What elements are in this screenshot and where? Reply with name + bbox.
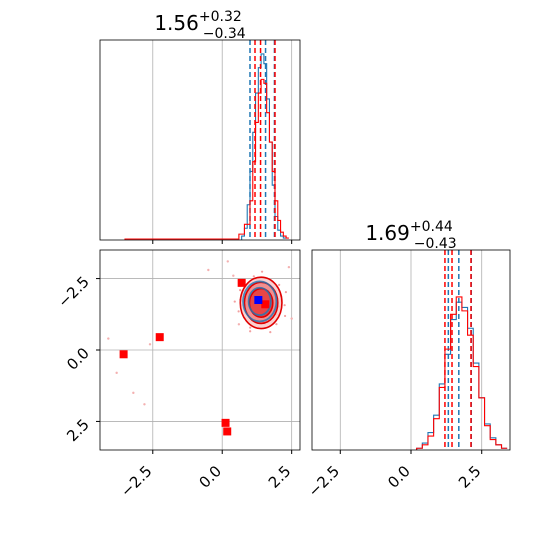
y-tick-label: 0.0 <box>63 344 93 374</box>
scatter-point <box>237 323 241 326</box>
density-contour-blue <box>242 280 278 323</box>
x-tick-label: −2.5 <box>117 462 155 500</box>
x-tick-label: 2.5 <box>455 462 485 492</box>
scatter-point <box>107 337 110 340</box>
scatter-point <box>132 391 135 395</box>
scatter-point <box>226 260 229 263</box>
scatter-point <box>269 331 272 334</box>
scatter-point <box>260 270 264 273</box>
scatter-point <box>249 326 252 329</box>
truth-marker-red <box>237 278 246 287</box>
truth-marker-red <box>155 333 164 342</box>
scatter-point <box>207 268 210 272</box>
x-tick-label: −2.5 <box>305 462 343 500</box>
scatter-point <box>115 371 118 375</box>
scatter-point <box>252 275 255 278</box>
truth-marker-red <box>223 427 232 436</box>
panel-title: 1.69+0.44 −0.43 <box>365 219 456 252</box>
scatter-point <box>275 323 278 326</box>
x-tick-label: 0.0 <box>384 462 414 492</box>
scatter-point <box>143 403 146 406</box>
hist-series-0 <box>416 301 508 450</box>
x-tick-label: 2.5 <box>265 462 295 492</box>
y-tick-label: −2.5 <box>54 273 92 311</box>
x-tick-label: 0.0 <box>195 462 225 492</box>
hist-series-0 <box>241 53 287 240</box>
scatter-point <box>290 317 293 320</box>
scatter-point <box>283 304 286 307</box>
top-hist-frame <box>99 39 301 241</box>
truth-marker-red <box>261 300 270 309</box>
hist-series-1 <box>124 78 289 240</box>
scatter-point <box>148 343 152 346</box>
truth-marker-red <box>221 418 230 427</box>
scatter-point <box>284 291 287 294</box>
scatter-point <box>278 283 281 286</box>
panel-title: 1.56+0.32 −0.34 <box>154 9 245 42</box>
scatter-point <box>239 289 242 292</box>
hist-series-1 <box>416 296 508 450</box>
scatter-point <box>283 314 287 318</box>
scatter-point <box>233 300 236 303</box>
truth-marker-blue <box>254 296 263 304</box>
truth-marker-red <box>119 350 128 359</box>
scatter-point <box>249 330 252 333</box>
density-contour-blue <box>247 286 272 317</box>
y-tick-label: 2.5 <box>63 416 93 446</box>
scatter-point <box>287 265 291 269</box>
scatter-point <box>232 274 235 277</box>
scatter-point <box>237 310 240 313</box>
